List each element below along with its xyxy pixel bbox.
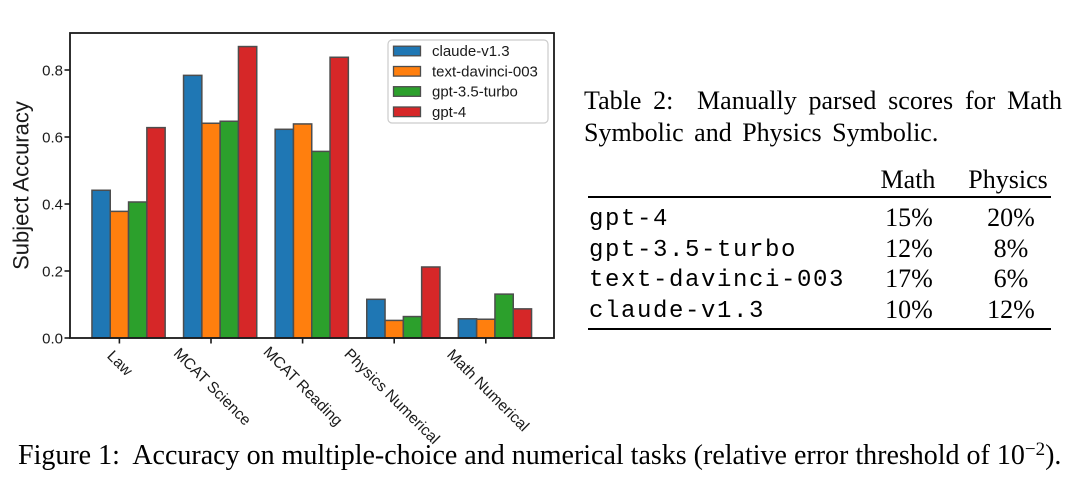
svg-text:text-davinci-003: text-davinci-003 (432, 64, 538, 81)
svg-text:Math Numerical: Math Numerical (443, 346, 532, 435)
svg-text:MCAT Reading: MCAT Reading (260, 344, 346, 430)
svg-text:0.4: 0.4 (42, 196, 63, 213)
svg-text:0.0: 0.0 (42, 330, 63, 347)
svg-text:0.2: 0.2 (42, 263, 63, 280)
svg-text:gpt-3.5-turbo: gpt-3.5-turbo (432, 84, 518, 101)
svg-text:gpt-4: gpt-4 (432, 104, 466, 121)
svg-text:MCAT Science: MCAT Science (170, 345, 254, 429)
svg-text:0.8: 0.8 (42, 62, 63, 79)
svg-text:Law: Law (103, 348, 136, 381)
svg-text:Subject Accuracy: Subject Accuracy (9, 101, 34, 270)
svg-text:Physics Numerical: Physics Numerical (340, 346, 442, 448)
svg-text:claude-v1.3: claude-v1.3 (432, 43, 510, 60)
svg-text:0.6: 0.6 (42, 129, 63, 146)
